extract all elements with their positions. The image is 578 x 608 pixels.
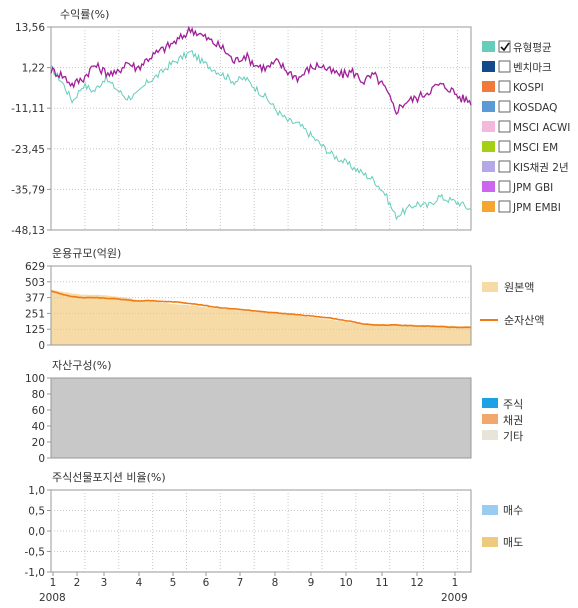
x-tick-label: 1 bbox=[50, 577, 57, 589]
y-tick-label: -1,0 bbox=[25, 567, 46, 579]
y-tick-label: 0 bbox=[38, 453, 45, 465]
returns-plot-area bbox=[50, 26, 472, 231]
legend-checkbox[interactable] bbox=[498, 160, 511, 173]
x-tick-label: 2 bbox=[74, 577, 81, 589]
legend-label: KOSDAQ bbox=[513, 102, 557, 114]
y-tick-label: 125 bbox=[25, 324, 45, 336]
legend-checkbox[interactable] bbox=[498, 180, 511, 193]
chart-title: 주식선물포지션 비율(%) bbox=[52, 471, 166, 484]
legend-swatch bbox=[482, 181, 495, 192]
size-plot-area bbox=[50, 265, 472, 346]
y-tick-label: 1,22 bbox=[22, 63, 45, 75]
x-tick-label: 3 bbox=[101, 577, 108, 589]
series-line-category-average bbox=[50, 49, 472, 221]
legend-checkbox[interactable] bbox=[498, 40, 511, 53]
legend-label: 기타 bbox=[503, 430, 523, 443]
legend-checkbox[interactable] bbox=[498, 60, 511, 73]
legend-swatch bbox=[482, 282, 498, 292]
legend-swatch bbox=[482, 61, 495, 72]
y-tick-label: 0 bbox=[38, 340, 45, 352]
y-tick-label: 0,0 bbox=[28, 526, 45, 538]
legend-checkbox[interactable] bbox=[498, 200, 511, 213]
legend-label: 매도 bbox=[503, 536, 523, 549]
y-tick-label: 40 bbox=[32, 421, 45, 433]
legend-label: 주식 bbox=[503, 398, 523, 411]
legend-checkbox[interactable] bbox=[498, 120, 511, 133]
x-tick-label: 5 bbox=[170, 577, 177, 589]
y-tick-label: 13,56 bbox=[15, 22, 45, 34]
x-tick-label: 6 bbox=[203, 577, 210, 589]
chart-title: 수익률(%) bbox=[60, 8, 109, 21]
x-tick-label: 11 bbox=[375, 577, 388, 589]
series-line-net-assets bbox=[50, 290, 472, 329]
legend-swatch bbox=[482, 537, 498, 547]
legend-swatch bbox=[482, 121, 495, 132]
x-tick-label: 9 bbox=[308, 577, 315, 589]
y-tick-label: -0,5 bbox=[25, 547, 46, 559]
y-tick-label: 100 bbox=[25, 373, 45, 385]
legend-label: MSCI ACWI bbox=[513, 122, 570, 134]
legend-swatch bbox=[482, 41, 495, 52]
legend-swatch bbox=[482, 161, 495, 172]
x-tick-label: 12 bbox=[410, 577, 423, 589]
x-tick-label: 8 bbox=[272, 577, 279, 589]
y-tick-label: 503 bbox=[25, 277, 45, 289]
legend-label: 매수 bbox=[503, 504, 523, 517]
legend-swatch bbox=[482, 201, 495, 212]
legend-label: 채권 bbox=[503, 414, 523, 427]
legend-swatch bbox=[482, 101, 495, 112]
y-tick-label: 629 bbox=[25, 261, 45, 273]
x-tick-label: 10 bbox=[339, 577, 352, 589]
legend-label: 원본액 bbox=[504, 281, 534, 294]
legend-swatch bbox=[482, 81, 495, 92]
legend-swatch bbox=[482, 414, 498, 424]
x-tick-label: 1 bbox=[452, 577, 459, 589]
legend-label: 벤치마크 bbox=[513, 62, 552, 74]
legend-label: KIS채권 2년 bbox=[513, 162, 569, 174]
legend-checkbox[interactable] bbox=[498, 140, 511, 153]
series-area-principal bbox=[51, 289, 471, 345]
series-line-fund bbox=[50, 25, 472, 116]
x-year-label: 2009 bbox=[441, 592, 468, 604]
chart-title: 운용규모(억원) bbox=[52, 247, 121, 260]
check-icon bbox=[500, 42, 510, 52]
x-tick-label: 7 bbox=[237, 577, 244, 589]
legend-label: JPM EMBI bbox=[512, 202, 561, 214]
legend-checkbox[interactable] bbox=[498, 100, 511, 113]
legend-label: 유형평균 bbox=[513, 42, 552, 54]
legend-swatch bbox=[482, 430, 498, 440]
y-tick-label: -11,11 bbox=[11, 103, 45, 115]
y-tick-label: -48,13 bbox=[11, 225, 45, 237]
y-tick-label: 1,0 bbox=[28, 485, 45, 497]
y-tick-label: 377 bbox=[25, 293, 45, 305]
series-area-other bbox=[51, 378, 471, 458]
y-tick-label: -35,79 bbox=[11, 184, 45, 196]
x-tick-label: 4 bbox=[136, 577, 143, 589]
y-tick-label: -23,45 bbox=[11, 144, 45, 156]
y-tick-label: 0,5 bbox=[28, 506, 45, 518]
legend-label: KOSPI bbox=[513, 82, 544, 94]
legend-label: JPM GBI bbox=[512, 182, 553, 194]
legend-swatch bbox=[482, 398, 498, 408]
allocation-plot-area bbox=[50, 377, 472, 459]
y-tick-label: 251 bbox=[25, 308, 45, 320]
legend-label: MSCI EM bbox=[513, 142, 558, 154]
y-tick-label: 80 bbox=[32, 389, 45, 401]
y-tick-label: 20 bbox=[32, 437, 45, 449]
y-tick-label: 60 bbox=[32, 405, 45, 417]
legend-swatch bbox=[482, 141, 495, 152]
legend-label: 순자산액 bbox=[504, 314, 544, 327]
legend-checkbox[interactable] bbox=[498, 80, 511, 93]
legend-swatch bbox=[482, 505, 498, 515]
x-year-label: 2008 bbox=[39, 592, 66, 604]
chart-title: 자산구성(%) bbox=[52, 359, 112, 372]
